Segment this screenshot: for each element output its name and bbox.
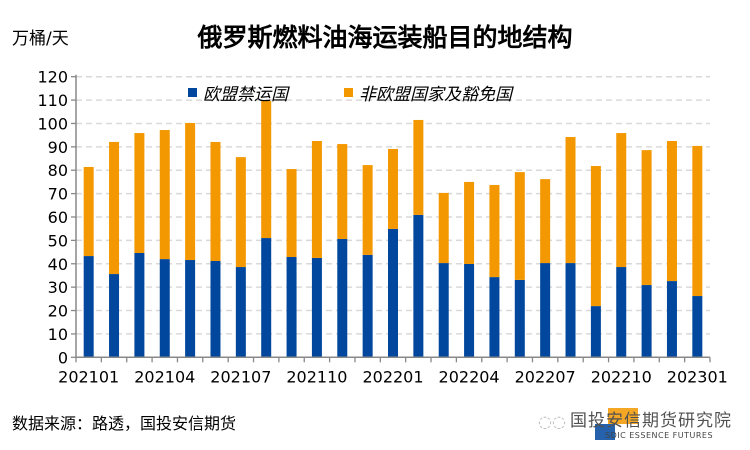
- bar-non-eu-202206: [514, 172, 525, 280]
- bar-non-eu-202106: [210, 141, 221, 261]
- bar-non-eu-202110: [311, 141, 322, 258]
- bar-non-eu-202210: [616, 133, 627, 268]
- bar-non-eu-202209: [590, 166, 601, 307]
- bar-non-eu-202102: [109, 141, 120, 275]
- bar-eu-embargo-202301: [692, 296, 703, 358]
- bar-eu-embargo-202209: [590, 306, 601, 358]
- bar-non-eu-202204: [464, 181, 475, 265]
- y-tick-label: 70: [48, 185, 68, 204]
- watermark-logo-text: SDIC ESSENCE FUTURES: [605, 431, 714, 440]
- bar-non-eu-202203: [438, 192, 449, 264]
- bar-non-eu-202208: [565, 137, 576, 264]
- x-tick-label: 202101: [58, 367, 119, 386]
- x-tick-label: 202107: [210, 367, 271, 386]
- bar-eu-embargo-202108: [261, 238, 272, 358]
- bar-non-eu-202212: [666, 141, 677, 282]
- bar-non-eu-202211: [641, 150, 652, 286]
- bar-non-eu-202207: [540, 179, 551, 264]
- bar-eu-embargo-202109: [286, 256, 297, 358]
- bar-eu-embargo-202112: [362, 254, 373, 358]
- bar-non-eu-202205: [489, 184, 500, 278]
- y-tick-label: 20: [48, 302, 68, 321]
- x-tick-label: 202201: [362, 367, 423, 386]
- x-tick-label: 202110: [286, 367, 347, 386]
- y-tick-label: 30: [48, 278, 68, 297]
- x-tick-label: 202204: [439, 367, 500, 386]
- bar-eu-embargo-202210: [616, 267, 627, 358]
- bar-eu-embargo-202102: [109, 274, 120, 358]
- bar-eu-embargo-202207: [540, 263, 551, 358]
- y-tick-label: 60: [48, 208, 68, 227]
- bar-non-eu-202107: [235, 157, 246, 268]
- source-note: 数据来源：路透，国投安信期货: [12, 414, 237, 433]
- bar-non-eu-202109: [286, 169, 297, 257]
- legend-swatch: [344, 88, 353, 97]
- wechat-icon: ◌◌: [538, 412, 566, 431]
- y-tick-label: 10: [48, 325, 68, 344]
- legend-swatch: [188, 88, 197, 97]
- y-tick-label: 80: [48, 161, 68, 180]
- bar-eu-embargo-202111: [337, 238, 348, 358]
- bar-eu-embargo-202205: [489, 277, 500, 358]
- x-tick-label: 202207: [515, 367, 576, 386]
- bar-eu-embargo-202203: [438, 263, 449, 358]
- bar-eu-embargo-202103: [134, 253, 145, 358]
- watermark-account: 国投安信期货研究院: [570, 411, 732, 431]
- y-tick-label: 110: [37, 91, 68, 110]
- bar-non-eu-202103: [134, 133, 145, 254]
- bar-non-eu-202301: [692, 145, 703, 297]
- y-tick-label: 120: [37, 68, 68, 87]
- bar-non-eu-202105: [185, 122, 196, 261]
- logo-blue-block: [595, 424, 615, 440]
- bar-non-eu-202104: [159, 130, 170, 260]
- bar-eu-embargo-202212: [666, 281, 677, 358]
- logo-orange-block: [608, 408, 638, 424]
- bar-eu-embargo-202211: [641, 285, 652, 358]
- y-tick-label: 0: [58, 348, 68, 367]
- bar-eu-embargo-202107: [235, 267, 246, 358]
- watermark: ◌◌ 国投安信期货研究院 SDIC ESSENCE FUTURES: [530, 404, 750, 444]
- y-axis-unit: 万桶/天: [12, 29, 69, 49]
- bar-eu-embargo-202202: [413, 214, 424, 358]
- bar-non-eu-202108: [261, 101, 272, 239]
- y-tick-label: 100: [37, 114, 68, 133]
- legend-label: 欧盟禁运国: [203, 85, 290, 105]
- x-tick-label: 202210: [591, 367, 652, 386]
- x-tick-label: 202301: [667, 367, 728, 386]
- bar-eu-embargo-202106: [210, 260, 221, 358]
- chart-title: 俄罗斯燃料油海运装船目的地结构: [197, 23, 573, 52]
- bar-non-eu-202202: [413, 119, 424, 215]
- bar-eu-embargo-202204: [464, 264, 475, 358]
- y-tick-label: 50: [48, 231, 68, 250]
- bar-non-eu-202101: [83, 166, 94, 257]
- y-tick-label: 90: [48, 138, 68, 157]
- bar-eu-embargo-202110: [311, 257, 322, 358]
- bar-eu-embargo-202105: [185, 260, 196, 358]
- stacked-bar-chart: 0 10 20 30 40 50 60 70 80 90 100 110 120 202101 202104…: [37, 68, 728, 387]
- bar-non-eu-202201: [388, 148, 398, 229]
- y-tick-label: 40: [48, 255, 68, 274]
- bar-eu-embargo-202208: [565, 263, 576, 358]
- bar-non-eu-202111: [337, 144, 348, 239]
- bar-eu-embargo-202104: [159, 259, 170, 358]
- bar-eu-embargo-202201: [388, 228, 398, 358]
- x-tick-label: 202104: [134, 367, 195, 386]
- bar-eu-embargo-202206: [514, 279, 525, 358]
- legend-label: 非欧盟国家及豁免国: [359, 85, 514, 105]
- bar-eu-embargo-202101: [83, 256, 94, 358]
- bar-non-eu-202112: [362, 165, 373, 255]
